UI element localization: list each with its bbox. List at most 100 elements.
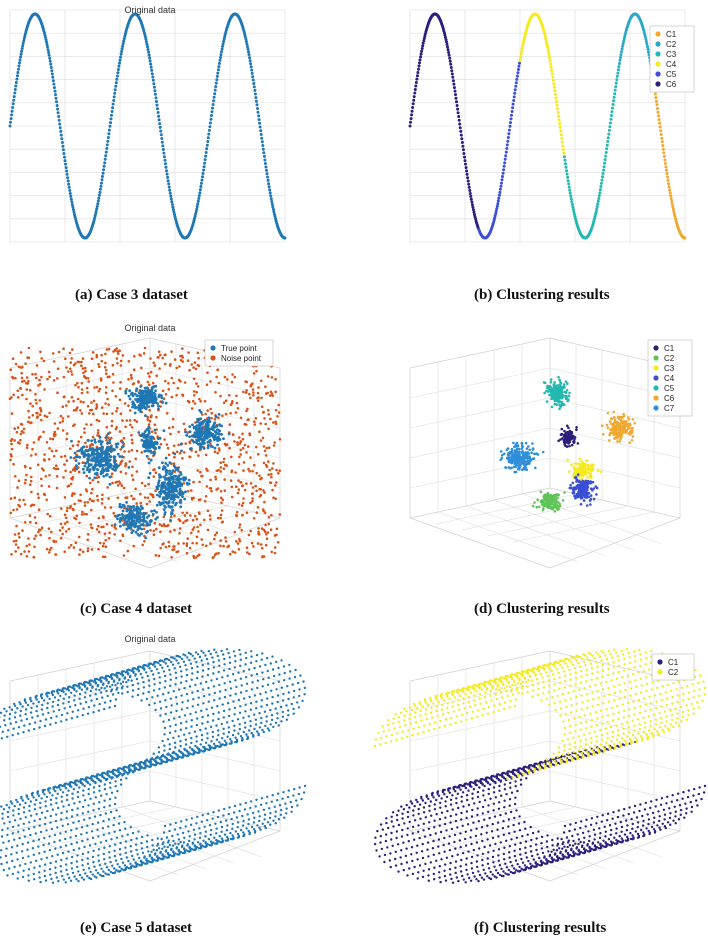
data-point — [262, 154, 266, 158]
cluster-point — [549, 496, 552, 499]
noise-point — [91, 435, 95, 439]
noise-point — [246, 551, 249, 554]
noise-point — [91, 478, 95, 482]
noise-point — [130, 433, 133, 437]
grid-line — [113, 511, 255, 543]
noise-point — [67, 527, 71, 531]
data-point — [559, 133, 563, 137]
data-point — [510, 110, 514, 113]
data-point — [15, 74, 19, 78]
noise-point — [266, 531, 270, 534]
noise-point — [59, 414, 63, 418]
noise-point — [204, 544, 208, 548]
data-point — [103, 157, 107, 161]
noise-point — [231, 373, 234, 376]
data-point — [557, 114, 561, 118]
data-point — [661, 147, 665, 151]
surface-point — [171, 844, 175, 847]
data-point — [94, 212, 98, 216]
true-point — [196, 427, 200, 430]
cluster-point — [551, 388, 554, 391]
data-point — [444, 38, 448, 41]
noise-point — [121, 419, 124, 422]
legend-marker-c4 — [653, 375, 659, 381]
noise-point — [56, 427, 60, 430]
surface-point — [155, 849, 159, 852]
noise-point — [31, 373, 34, 376]
noise-point — [30, 454, 33, 457]
true-point — [179, 505, 183, 509]
true-point — [163, 476, 167, 479]
noise-point — [119, 381, 122, 384]
data-point — [17, 64, 21, 68]
noise-point — [86, 549, 90, 553]
noise-point — [217, 416, 220, 419]
true-point — [198, 422, 202, 426]
true-point — [101, 450, 104, 453]
data-point — [615, 78, 619, 82]
data-point — [519, 55, 522, 59]
data-point — [46, 48, 50, 52]
data-point — [120, 47, 124, 51]
grid-line — [9, 770, 151, 802]
noise-point — [243, 488, 247, 492]
true-point — [213, 446, 217, 450]
noise-point — [257, 386, 260, 389]
surface-point — [220, 830, 223, 833]
noise-point — [183, 451, 186, 454]
noise-point — [87, 380, 90, 383]
true-point — [145, 516, 149, 519]
noise-point — [130, 426, 134, 429]
true-point — [146, 449, 150, 453]
true-point — [176, 485, 180, 488]
noise-point — [13, 496, 17, 499]
true-point — [175, 481, 179, 485]
true-point — [146, 442, 150, 446]
true-point — [172, 498, 176, 501]
noise-point — [157, 350, 161, 354]
cluster-point — [606, 412, 610, 415]
noise-point — [259, 379, 263, 383]
noise-point — [233, 375, 237, 379]
cluster-point — [631, 426, 634, 430]
data-point — [150, 68, 154, 72]
noise-point — [55, 475, 59, 478]
data-point — [549, 62, 553, 66]
true-point — [105, 469, 109, 473]
noise-point — [161, 389, 165, 393]
data-point — [607, 128, 611, 132]
data-point — [471, 205, 475, 209]
noise-point — [12, 540, 16, 543]
data-point — [614, 81, 618, 85]
noise-point — [29, 421, 32, 425]
noise-point — [175, 450, 179, 454]
noise-point — [242, 469, 245, 472]
noise-point — [264, 523, 267, 527]
data-point — [668, 191, 672, 195]
noise-point — [37, 508, 41, 511]
noise-point — [210, 411, 214, 415]
noise-point — [264, 463, 268, 467]
true-point — [104, 461, 108, 465]
noise-point — [266, 409, 270, 412]
true-point — [213, 438, 216, 441]
true-point — [198, 445, 202, 449]
cluster-point — [534, 466, 537, 470]
noise-point — [239, 416, 243, 420]
cluster-point — [588, 499, 592, 502]
noise-point — [15, 524, 18, 528]
true-point — [152, 509, 156, 512]
data-point — [101, 171, 105, 175]
surface-point — [198, 827, 201, 830]
surface-point — [185, 818, 188, 821]
surface-point — [196, 815, 199, 818]
data-point — [69, 194, 73, 198]
data-point — [495, 207, 499, 211]
noise-point — [274, 420, 278, 424]
noise-point — [261, 555, 264, 559]
cluster-point — [579, 493, 582, 496]
noise-point — [230, 380, 234, 384]
noise-point — [182, 542, 185, 545]
noise-point — [173, 455, 176, 459]
true-point — [173, 452, 177, 456]
